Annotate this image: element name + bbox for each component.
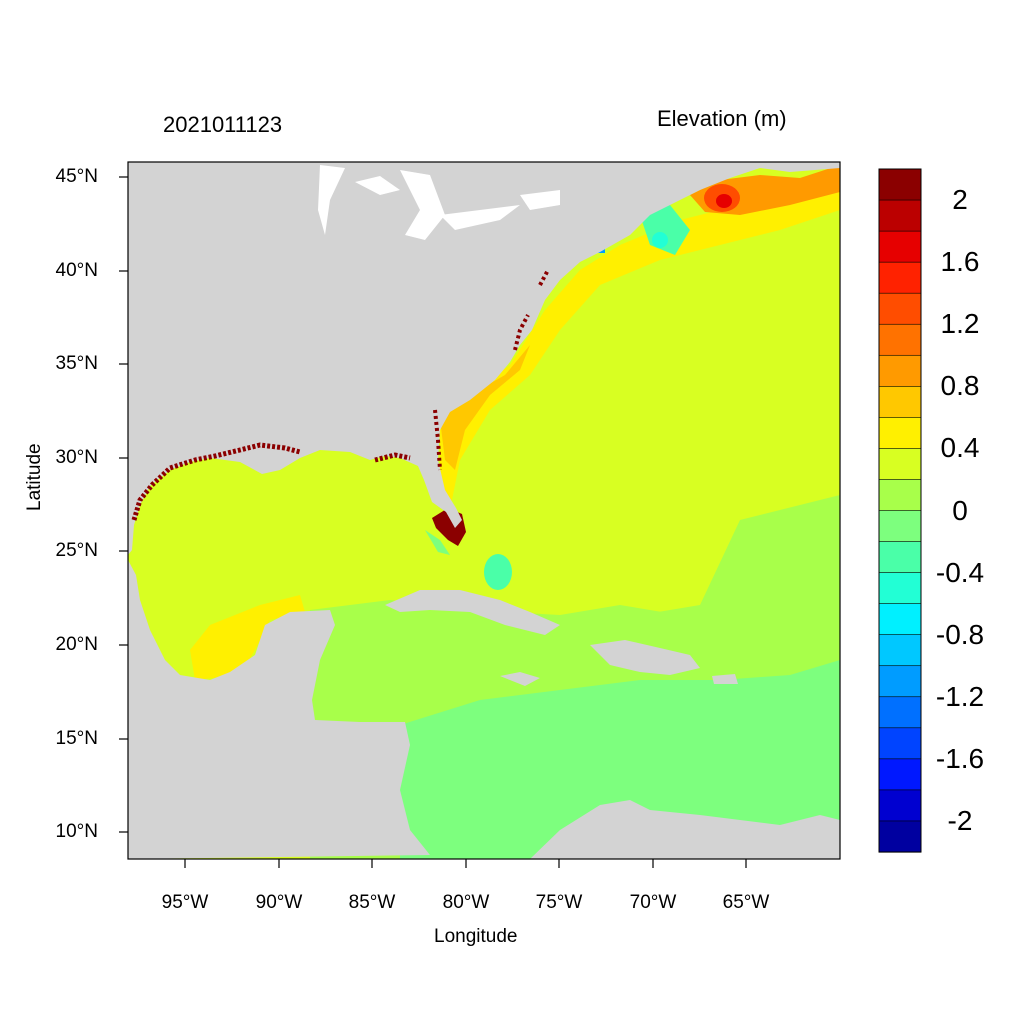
colorbar-label: -0.4 — [935, 556, 985, 588]
colorbar-label: 1.6 — [940, 246, 980, 278]
x-tick-label: 85°W — [348, 892, 396, 913]
y-tick-label: 10°N — [55, 821, 98, 842]
y-tick-label: 20°N — [55, 634, 98, 655]
cape-cod-core — [652, 232, 668, 248]
colorbar-swatch — [878, 323, 922, 356]
colorbar-swatch — [878, 261, 922, 294]
land-south-america — [530, 800, 840, 859]
y-tick-label: 15°N — [55, 728, 98, 749]
x-tick-label: 75°W — [535, 892, 583, 913]
map-area — [128, 162, 840, 859]
plot-timestamp: 2021011123 — [163, 112, 283, 137]
land-cuba — [385, 590, 560, 635]
colorbar-swatch — [878, 789, 922, 822]
east-coast-surge — [433, 269, 550, 471]
land-north-america — [128, 162, 840, 555]
colorbar-swatch — [878, 603, 922, 636]
colorbar-label: 1.2 — [940, 308, 980, 340]
colorbar-swatch — [878, 168, 922, 201]
gulf-coast-surge — [131, 442, 411, 521]
y-tick-label: 25°N — [55, 540, 98, 561]
x-tick-label: 95°W — [161, 892, 209, 913]
colorbar-swatch — [878, 510, 922, 543]
colorbar-label: 0.4 — [940, 432, 980, 464]
bahamas-low — [484, 554, 512, 590]
colorbar-label: -0.8 — [935, 618, 985, 650]
colorbar-swatch — [878, 634, 922, 667]
y-tick-label: 35°N — [55, 353, 98, 374]
colorbar-label: 0.8 — [940, 370, 980, 402]
colorbar — [878, 168, 922, 853]
x-tick-label: 65°W — [722, 892, 770, 913]
colorbar-swatch — [878, 354, 922, 387]
y-tick-label: 45°N — [55, 166, 98, 187]
colorbar-swatch — [878, 665, 922, 698]
colorbar-label: 0 — [952, 494, 968, 526]
y-tick-label: 40°N — [55, 260, 98, 281]
east-coast-surge-yellow — [440, 170, 840, 510]
land-puerto-rico — [712, 674, 738, 684]
colorbar-swatch — [878, 386, 922, 418]
atlantic-south-band — [560, 495, 840, 640]
colorbar-swatch — [878, 572, 922, 605]
colorbar-swatch — [878, 696, 922, 729]
colorbar-swatch — [878, 292, 922, 325]
colorbar-swatch — [878, 230, 922, 263]
campeche-surge — [190, 595, 305, 680]
x-tick-label: 90°W — [255, 892, 303, 913]
plot-variable-title: Elevation (m) — [657, 106, 787, 131]
x-axis-label: Longitude — [434, 926, 518, 947]
colorbar-swatch — [878, 417, 922, 450]
land-central-america — [128, 560, 430, 859]
east-coast-surge-orange — [440, 345, 530, 470]
y-tick-marks — [119, 176, 128, 833]
colorbar-swatch — [878, 479, 922, 512]
colorbar-swatch — [878, 727, 922, 760]
x-tick-label: 70°W — [629, 892, 677, 913]
colorbar-label: -1.2 — [935, 680, 985, 712]
great-lakes — [318, 165, 560, 240]
colorbar-swatch — [878, 758, 922, 791]
florida-bay-low — [425, 530, 450, 555]
colorbar-swatch — [878, 541, 922, 574]
y-tick-label: 30°N — [55, 447, 98, 468]
colorbar-label: -1.6 — [935, 742, 985, 774]
colorbar-label: 2 — [952, 184, 968, 216]
x-tick-label: 80°W — [442, 892, 490, 913]
land-jamaica — [500, 672, 540, 686]
y-axis-label: Latitude — [24, 443, 45, 511]
colorbar-frame — [878, 168, 922, 853]
colorbar-swatch — [878, 448, 922, 481]
bay-of-fundy-core — [716, 194, 732, 208]
plot-frame — [127, 161, 841, 860]
colorbar-swatch — [878, 820, 922, 853]
colorbar-label: -2 — [947, 804, 973, 836]
caribbean-south-region — [400, 660, 840, 859]
colorbar-swatch — [878, 199, 922, 232]
land-hispaniola — [590, 640, 700, 675]
x-tick-marks — [184, 859, 747, 868]
